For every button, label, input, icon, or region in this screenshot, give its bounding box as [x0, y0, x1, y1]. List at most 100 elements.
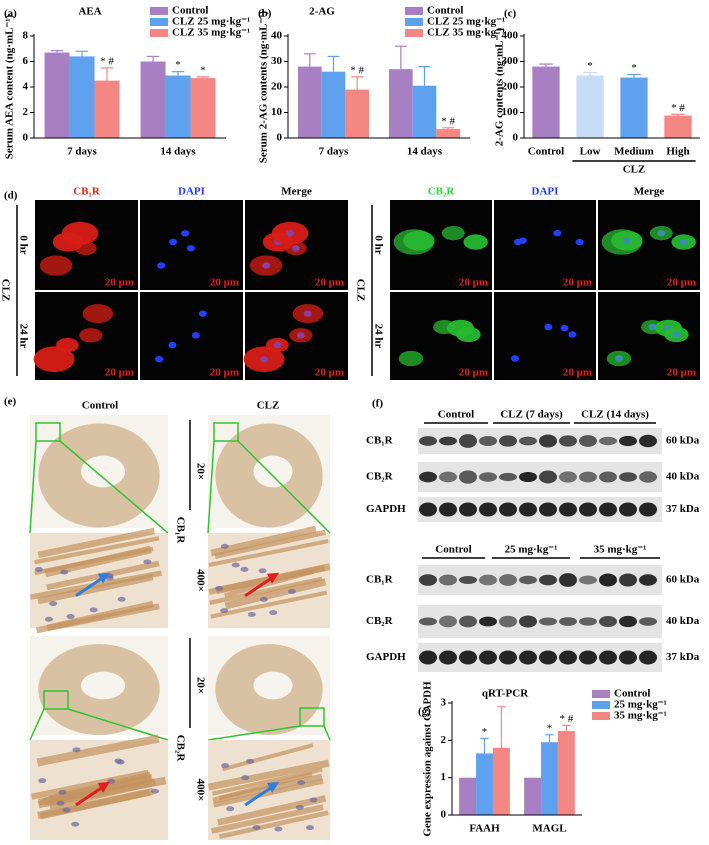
nucleus	[198, 310, 207, 317]
band-size: 60 kDa	[666, 435, 700, 447]
nucleus	[191, 332, 200, 339]
y-tick-label: 10	[271, 106, 283, 118]
blot-band	[559, 573, 577, 587]
column-header: DAPI	[532, 186, 559, 198]
legend-swatch	[405, 18, 423, 26]
bar	[532, 66, 560, 138]
arrowhead	[267, 572, 280, 584]
nucleus	[220, 543, 229, 549]
blot-band	[639, 650, 657, 665]
muscle-fiber	[210, 525, 317, 557]
x-tick-label: Control	[528, 146, 564, 158]
column-header: Merge	[281, 186, 312, 198]
nucleus	[221, 763, 230, 769]
x-tick-label: 14 days	[407, 146, 443, 158]
nucleus	[38, 778, 47, 784]
blot-band	[459, 615, 477, 628]
nucleus	[105, 575, 114, 581]
panel-label: (e)	[4, 396, 17, 408]
nucleus	[648, 323, 657, 331]
ventricle	[253, 455, 293, 488]
legend-label: Control	[427, 5, 463, 17]
blot-band	[599, 616, 617, 627]
row-label: 24 hr	[372, 324, 384, 349]
nucleus	[155, 355, 164, 363]
nucleus	[273, 341, 282, 349]
legend-swatch	[150, 7, 168, 15]
nucleus	[56, 800, 65, 806]
scale-bar-label: 20 μm	[105, 367, 134, 379]
y-tick-label: 30	[271, 55, 283, 67]
nucleus	[269, 610, 278, 616]
cell-stain	[456, 326, 481, 343]
blot-band	[459, 502, 477, 517]
nucleus	[622, 237, 631, 244]
blot-band	[459, 650, 477, 665]
arrowhead	[97, 782, 110, 793]
scale-bar-label: 20 μm	[459, 277, 488, 289]
legend-label: CLZ 25 mg·kg⁻¹	[427, 16, 505, 28]
cell-stain	[61, 221, 99, 245]
muscle-fiber	[29, 570, 163, 600]
zoom-line	[323, 725, 331, 741]
blot-band	[519, 436, 537, 446]
blot-band	[599, 573, 617, 587]
blot-band	[579, 617, 597, 626]
cell-stain	[463, 234, 488, 250]
blot-band	[499, 502, 517, 517]
nucleus	[309, 797, 318, 803]
zoom-line	[207, 725, 301, 741]
blot-band	[499, 574, 517, 586]
muscle-fiber	[224, 578, 327, 610]
micrograph	[494, 292, 596, 380]
blot-band	[539, 470, 557, 484]
zoom-box	[213, 422, 239, 442]
nucleus	[220, 608, 229, 614]
nucleus	[116, 759, 125, 765]
cell-stain	[82, 304, 114, 324]
y-axis-label: Serum 2-AG contents (ng·mL⁻¹)	[258, 10, 270, 163]
zoom-line	[29, 708, 45, 741]
blot-band	[479, 502, 497, 517]
blot-band	[599, 502, 617, 517]
nucleus	[186, 245, 195, 252]
arrowhead	[97, 572, 110, 584]
blot-band	[639, 434, 657, 448]
band-label: GAPDH	[366, 651, 406, 663]
treatment-label: CLZ	[354, 279, 366, 302]
magnification-label: 400×	[194, 569, 206, 592]
nucleus	[614, 355, 623, 362]
significance-label: *	[587, 60, 593, 72]
nucleus	[231, 562, 240, 568]
nucleus	[151, 788, 160, 794]
significance-label: *	[547, 722, 553, 734]
muscle-fiber	[30, 769, 150, 800]
muscle-fiber	[217, 795, 327, 826]
blot-band	[639, 471, 657, 483]
group-label: CLZ	[623, 164, 646, 176]
bar	[476, 753, 493, 815]
band-label: CB₁R	[366, 435, 394, 447]
nucleus	[274, 826, 283, 832]
blot-band	[419, 436, 437, 446]
micrograph	[140, 200, 243, 290]
muscle-fiber	[37, 573, 154, 605]
bar	[165, 75, 191, 138]
bar	[94, 80, 120, 138]
nucleus	[575, 238, 584, 246]
zoom-box	[299, 707, 325, 727]
row-label: 24 hr	[17, 324, 29, 349]
muscle-fiber	[37, 527, 156, 559]
muscle-fiber	[222, 743, 314, 772]
y-tick-label: 0	[441, 809, 447, 821]
significance-label: * #	[100, 55, 114, 67]
nucleus	[71, 821, 80, 827]
legend-label: CLZ 35 mg·kg⁻¹	[172, 27, 250, 39]
nucleus	[518, 237, 527, 244]
blot-band	[619, 615, 637, 628]
y-tick-label: 0	[277, 132, 283, 144]
nucleus	[44, 616, 53, 622]
group-label: CLZ (7 days)	[500, 409, 563, 421]
significance-label: * #	[671, 102, 685, 114]
group-label: CLZ (14 days)	[581, 409, 649, 421]
